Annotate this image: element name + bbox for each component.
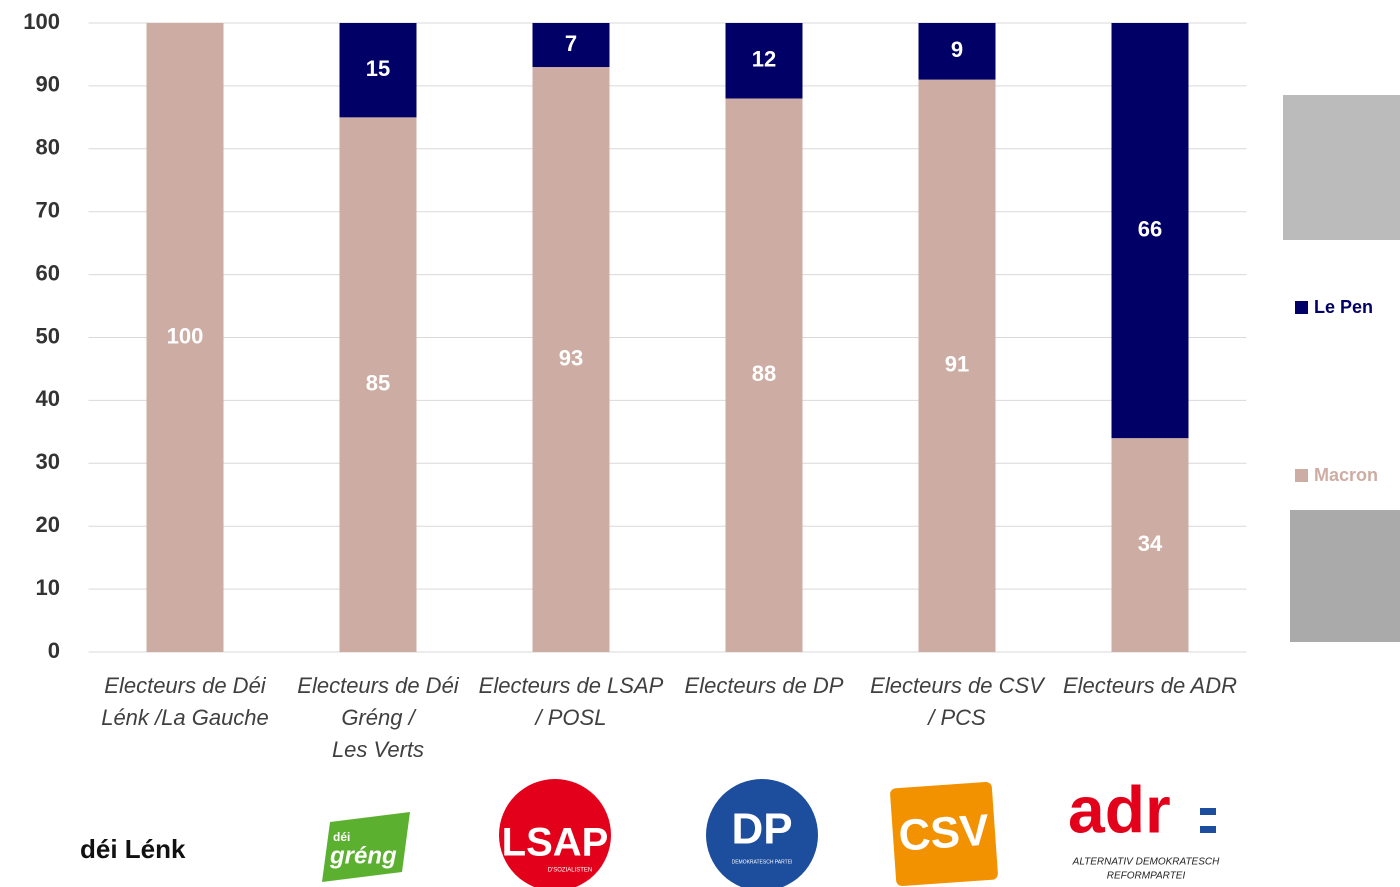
logo-text: LSAP xyxy=(502,821,609,865)
y-tick-label: 80 xyxy=(36,135,60,160)
legend-swatch xyxy=(1295,469,1308,482)
y-tick-label: 10 xyxy=(36,575,60,600)
logo-text: gréng xyxy=(329,842,397,869)
le-pen-photo xyxy=(1283,95,1400,240)
legend-swatch xyxy=(1295,301,1308,314)
logo-text: CSV xyxy=(897,805,991,860)
logo-text: déi Lénk xyxy=(80,834,186,864)
x-tick-label: Electeurs de Déi Gréng / Les Verts xyxy=(283,670,473,766)
x-tick-label: Electeurs de ADR xyxy=(1055,670,1245,702)
data-label: 66 xyxy=(1138,216,1162,241)
y-tick-label: 30 xyxy=(36,449,60,474)
data-label: 88 xyxy=(752,361,776,386)
x-tick-label: Electeurs de Déi Lénk /La Gauche xyxy=(90,670,280,734)
data-label: 93 xyxy=(559,345,583,370)
logo-text: DEMOKRATESCH PARTEI xyxy=(732,859,793,865)
data-label: 100 xyxy=(167,323,204,348)
y-tick-label: 100 xyxy=(23,9,60,34)
data-label: 9 xyxy=(951,37,963,62)
x-tick-label: Electeurs de LSAP / POSL xyxy=(476,670,666,734)
x-tick-label: Electeurs de DP xyxy=(669,670,859,702)
chart: 0 10 20 30 40 50 60 70 80 90 100 100 85 15 93 7 88 12 91 9 3… xyxy=(0,0,1400,887)
logo-text: D'SOZIALISTEN xyxy=(548,868,593,874)
logo-shape xyxy=(1200,826,1216,833)
y-tick-label: 0 xyxy=(48,638,60,663)
data-label: 34 xyxy=(1138,531,1163,556)
logo-text: adr xyxy=(1068,772,1171,846)
logo-text: DP xyxy=(731,805,792,854)
y-tick-label: 40 xyxy=(36,386,60,411)
x-tick-label: Electeurs de CSV / PCS xyxy=(862,670,1052,734)
legend-label: Macron xyxy=(1314,465,1378,485)
data-label: 85 xyxy=(366,370,390,395)
legend-label: Le Pen xyxy=(1314,297,1373,317)
page: 0 10 20 30 40 50 60 70 80 90 100 100 85 15 93 7 88 12 91 9 3… xyxy=(0,0,1400,887)
y-tick-label: 60 xyxy=(36,260,60,285)
logo-shape xyxy=(1200,808,1216,815)
y-tick-label: 20 xyxy=(36,512,60,537)
data-label: 12 xyxy=(752,47,776,72)
data-label: 15 xyxy=(366,56,390,81)
logo-text: REFORMPARTEI xyxy=(1107,871,1186,882)
data-label: 91 xyxy=(945,352,969,377)
y-tick-label: 70 xyxy=(36,198,60,223)
data-label: 7 xyxy=(565,31,577,56)
logo-text: ALTERNATIV DEMOKRATESCH xyxy=(1072,857,1220,868)
y-tick-label: 50 xyxy=(36,323,60,348)
y-tick-label: 90 xyxy=(36,72,60,97)
macron-photo xyxy=(1290,510,1400,642)
